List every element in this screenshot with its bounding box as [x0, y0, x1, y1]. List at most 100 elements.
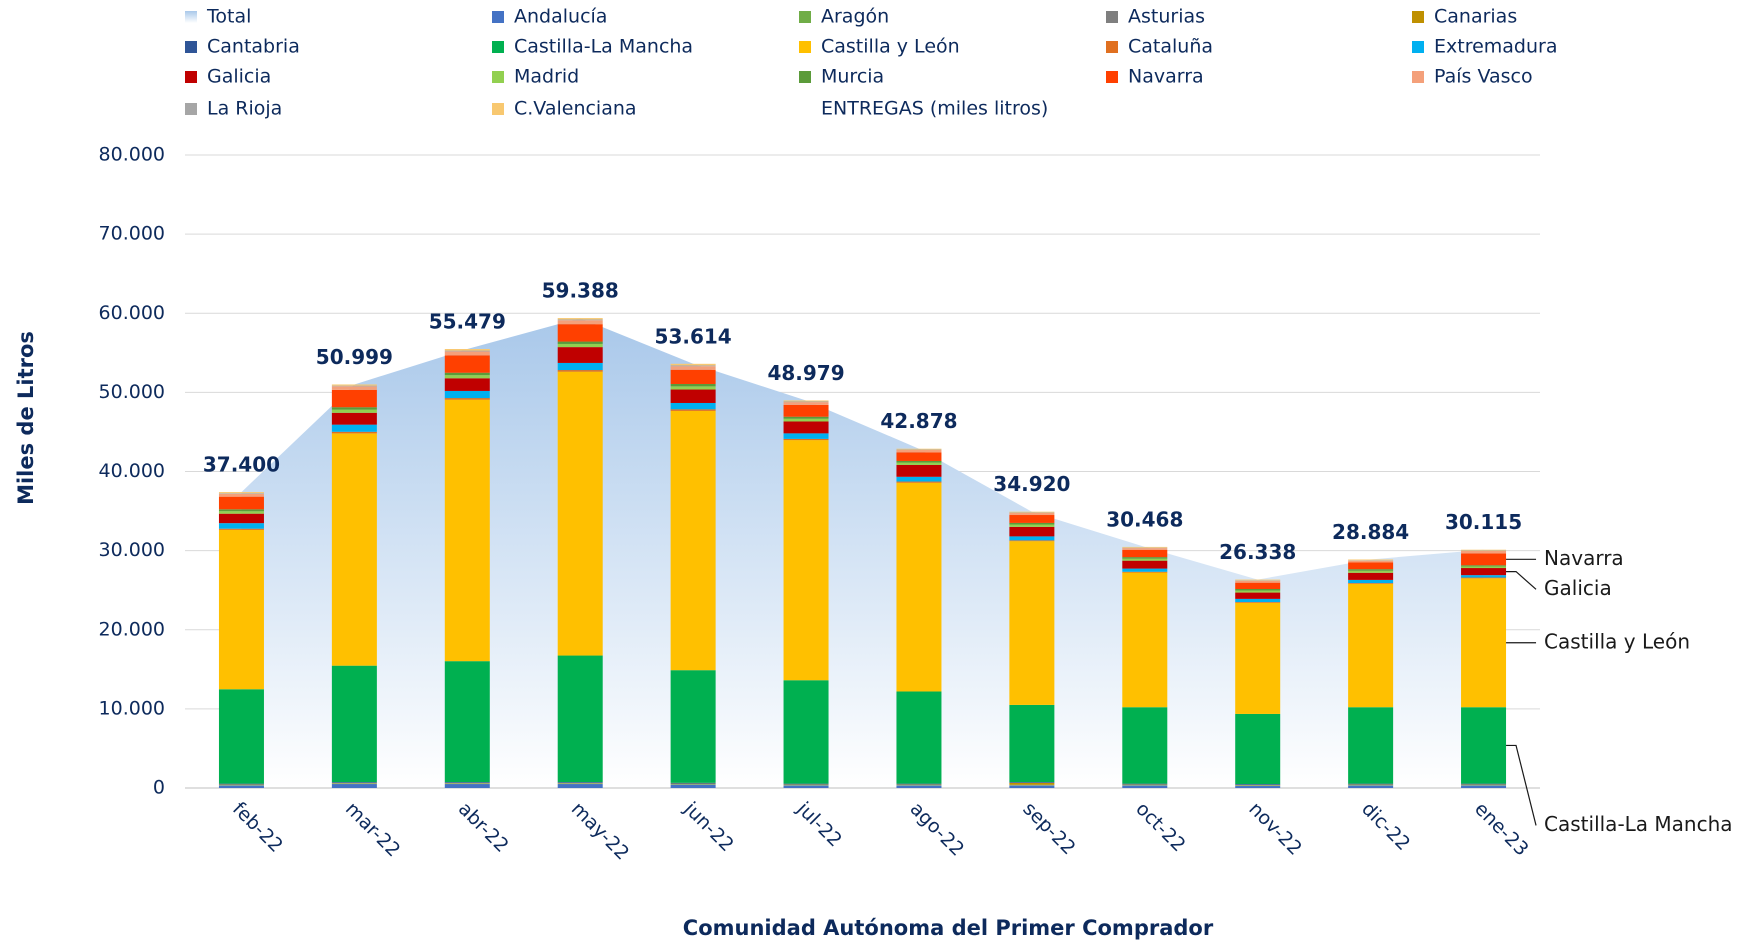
x-tick: oct-22: [1131, 798, 1189, 856]
bar-segment: [670, 670, 716, 783]
y-tick-label: 50.000: [99, 381, 165, 403]
legend-label: Cataluña: [1128, 36, 1213, 58]
total-label: 30.468: [1106, 507, 1183, 531]
bar-segment: [1461, 566, 1507, 569]
bar-segment: [331, 407, 377, 410]
bar-segment: [557, 318, 603, 320]
annotation-leader: [1506, 744, 1537, 826]
bar-segment: [896, 476, 942, 482]
bar-segment: [1122, 785, 1168, 788]
legend-label: Murcia: [821, 66, 884, 88]
bar-segment: [896, 785, 942, 788]
bar-segment: [1235, 592, 1281, 599]
y-axis-title: Miles de Litros: [14, 331, 38, 505]
legend-swatch: [185, 103, 197, 115]
bar-segment: [670, 383, 716, 387]
bar-segment: [218, 689, 264, 784]
bar-segment: [557, 655, 603, 783]
bar-segment: [218, 528, 264, 530]
x-tick-label: abr-22: [454, 798, 513, 857]
bar-segment: [1235, 579, 1281, 581]
bar-segment: [444, 784, 490, 788]
x-tick-label: ago-22: [906, 798, 969, 861]
legend-label: Extremadura: [1434, 36, 1558, 58]
bar-segment: [1122, 571, 1168, 573]
bar-segment: [1348, 569, 1394, 571]
y-tick-label: 0: [153, 777, 165, 799]
bar-segment: [670, 409, 716, 411]
bar-segment: [1235, 582, 1281, 590]
bar-segment: [444, 349, 490, 351]
bar-segment: [331, 424, 377, 432]
total-area: [241, 318, 1484, 788]
annotation: Castilla-La Mancha: [1544, 812, 1733, 836]
bar-segment: [331, 431, 377, 434]
bar-segment: [783, 404, 829, 417]
x-tick: jul-22: [792, 797, 846, 851]
legend-label: Canarias: [1434, 6, 1517, 28]
bar-segment: [1235, 602, 1281, 603]
bar-segment: [331, 784, 377, 788]
total-label: 55.479: [429, 310, 506, 334]
bar-segment: [1122, 783, 1168, 785]
bar-segment: [331, 384, 377, 386]
bar-segment: [783, 785, 829, 788]
bar-segment: [670, 369, 716, 384]
x-tick: jun-22: [679, 797, 738, 856]
legend-label: Castilla-La Mancha: [514, 36, 693, 58]
bar-segment: [1348, 572, 1394, 580]
bar-segment: [444, 351, 490, 356]
bar-segment: [444, 782, 490, 783]
bar-segment: [444, 372, 490, 376]
bar-segment: [1122, 546, 1168, 548]
bar-segment: [1461, 549, 1507, 551]
total-label: 42.878: [880, 409, 957, 433]
total-label: 30.115: [1445, 510, 1522, 534]
bar-segment: [1009, 782, 1055, 783]
bar-segment: [783, 402, 829, 405]
x-tick: ene-23: [1470, 798, 1533, 861]
bar-segment: [444, 355, 490, 373]
bar-segment: [1009, 785, 1055, 788]
bar-segment: [896, 462, 942, 465]
x-tick: may-22: [567, 798, 634, 865]
x-tick: feb-22: [228, 798, 287, 857]
bar-segment: [557, 784, 603, 788]
y-tick-label: 20.000: [99, 618, 165, 640]
bar-segment: [896, 448, 942, 450]
annotation: Navarra: [1544, 546, 1624, 570]
bar-segment: [1122, 560, 1168, 569]
bar-segment: [1348, 559, 1394, 561]
bar-segment: [1348, 562, 1394, 570]
y-tick-label: 80.000: [99, 144, 165, 166]
bar-segment: [1122, 549, 1168, 558]
legend-label: C.Valenciana: [514, 98, 637, 120]
bar-segment: [783, 418, 829, 422]
bar-segment: [218, 493, 264, 494]
bar-segment: [1461, 553, 1507, 566]
bar-segment: [783, 680, 829, 784]
bar-segment: [1348, 570, 1394, 573]
bar-segment: [557, 370, 603, 372]
bar-segment: [783, 416, 829, 419]
bar-segment: [331, 782, 377, 783]
bar-segment: [1348, 707, 1394, 784]
bar-segment: [1348, 785, 1394, 788]
bar-segment: [1348, 583, 1394, 584]
x-tick: sep-22: [1018, 798, 1079, 859]
bar-segment: [331, 412, 377, 425]
bar-segment: [1235, 786, 1281, 788]
total-label: 48.979: [767, 361, 844, 385]
x-tick-label: jul-22: [792, 797, 846, 851]
bar-segment: [1461, 783, 1507, 785]
bar-segment: [218, 511, 264, 514]
legend-label: Castilla y León: [821, 36, 960, 58]
x-tick-label: mar-22: [341, 798, 404, 861]
bar-segment: [444, 350, 490, 352]
bar-segment: [1461, 578, 1507, 708]
legend-note: ENTREGAS (miles litros): [821, 98, 1048, 120]
bar-segment: [670, 410, 716, 671]
bar-segment: [783, 440, 829, 681]
bar-segment: [896, 452, 942, 461]
bar-segment: [218, 492, 264, 494]
